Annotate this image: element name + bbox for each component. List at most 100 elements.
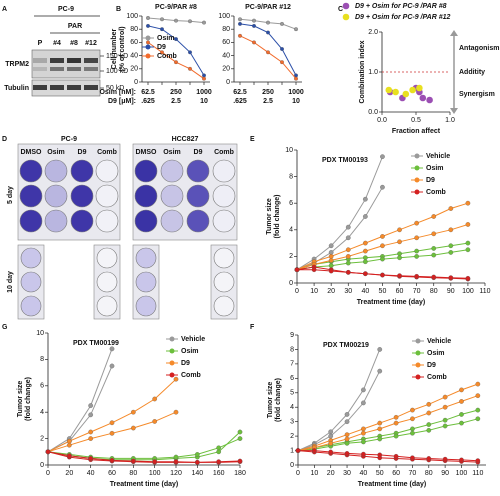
- plate-treatment: Comb: [214, 149, 234, 156]
- x-tick-label: 10: [310, 470, 318, 477]
- point: [363, 214, 368, 219]
- point: [146, 23, 150, 28]
- point: [160, 27, 164, 32]
- x-row-label: Osim [nM]:: [99, 89, 136, 96]
- point: [345, 247, 351, 253]
- point: [361, 430, 366, 436]
- point: [328, 440, 334, 446]
- well: [70, 209, 94, 233]
- point: [426, 456, 432, 461]
- legend-label: D9 + Osim for PC-9 /PAR #8: [355, 3, 447, 10]
- series-line: [297, 395, 478, 452]
- x-tick-label: 100: [462, 288, 474, 295]
- point: [173, 459, 179, 465]
- point: [252, 18, 256, 23]
- point: [188, 66, 192, 71]
- point: [237, 458, 243, 464]
- point: [448, 275, 454, 281]
- point: [173, 409, 179, 415]
- point: [237, 429, 243, 435]
- legend-label: D9: [157, 44, 166, 51]
- well: [19, 159, 43, 183]
- series-line: [47, 348, 113, 453]
- point: [380, 243, 385, 249]
- blot-lane: P: [38, 40, 43, 47]
- legend-label: Osim: [157, 35, 175, 42]
- point: [442, 417, 448, 423]
- well: [186, 159, 210, 183]
- point: [173, 454, 179, 460]
- well: [19, 184, 43, 208]
- plate-timepoint: 10 day: [7, 271, 14, 293]
- point: [361, 426, 366, 432]
- y-tick-label: 80: [222, 26, 230, 33]
- well: [213, 295, 235, 317]
- blot-band: [50, 67, 64, 71]
- y-axis-label: Cell number: [111, 28, 118, 69]
- x-tick-label: 160: [213, 470, 225, 477]
- series-line: [47, 451, 241, 463]
- point: [442, 404, 448, 410]
- point: [237, 436, 243, 441]
- well: [135, 295, 157, 317]
- y-tick-label: 0: [226, 79, 230, 86]
- point: [109, 346, 115, 352]
- x-tick-label: 40: [361, 288, 369, 295]
- legend-label: Osim: [426, 165, 444, 172]
- well: [160, 159, 184, 183]
- point: [328, 258, 334, 263]
- y-tick-label: 2.0: [368, 29, 378, 36]
- legend-label: Comb: [181, 372, 201, 379]
- point: [393, 414, 399, 420]
- point: [238, 21, 242, 26]
- panel-label: G: [2, 324, 8, 331]
- legend-marker: [169, 372, 175, 378]
- legend-marker: [414, 177, 420, 183]
- well: [95, 184, 119, 208]
- x-tick-label: 110: [472, 470, 483, 477]
- blot-band: [84, 67, 98, 71]
- well: [96, 271, 118, 293]
- y-tick-label: 0.0: [368, 109, 378, 116]
- y-axis-label: (% of control): [119, 26, 126, 71]
- point: [266, 30, 270, 35]
- y-tick-label: 10: [36, 330, 44, 337]
- point: [130, 409, 136, 415]
- point: [311, 448, 317, 453]
- point: [459, 387, 464, 393]
- point: [88, 429, 94, 435]
- y-tick-label: 20: [130, 66, 138, 73]
- point: [397, 227, 402, 233]
- point: [216, 449, 222, 455]
- chart-title: PC-9/PAR #12: [245, 4, 291, 11]
- well: [135, 247, 157, 269]
- y-tick-label: 0: [134, 79, 138, 86]
- legend-marker: [414, 165, 420, 171]
- y-tick-label: 20: [222, 66, 230, 73]
- x-axis-label: Treatment time (day): [358, 481, 426, 488]
- point: [88, 456, 94, 461]
- panel-label: B: [116, 6, 121, 13]
- point: [448, 227, 454, 233]
- point: [377, 426, 383, 432]
- x-tick-label: 70: [409, 470, 417, 477]
- point: [66, 442, 72, 448]
- y-tick-label: 7: [290, 361, 294, 368]
- blot-marker: 50 kD: [106, 85, 124, 92]
- annotation: Synergism: [459, 91, 495, 98]
- well: [44, 159, 68, 183]
- well: [134, 184, 158, 208]
- x-tick-label: 100: [149, 470, 161, 477]
- point: [152, 419, 158, 424]
- blot-lane: #12: [85, 40, 97, 47]
- y-tick-label: 8: [289, 173, 293, 180]
- point: [465, 275, 471, 281]
- series-line: [297, 349, 381, 452]
- point: [397, 273, 402, 279]
- well: [96, 247, 118, 269]
- blot-marker: 150 kD: [106, 53, 128, 60]
- x-tick-label: 2.5: [263, 98, 273, 105]
- legend-label: Vehicle: [181, 336, 205, 343]
- x-tick-label: 60: [392, 470, 400, 477]
